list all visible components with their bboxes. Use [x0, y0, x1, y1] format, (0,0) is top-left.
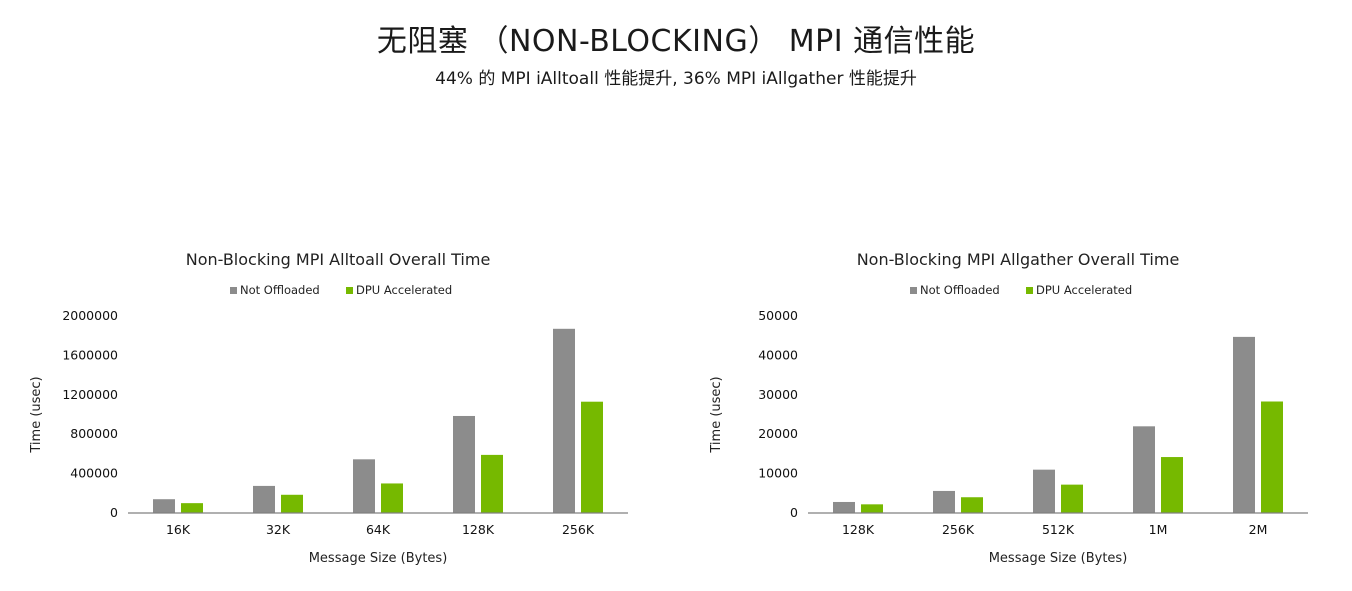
x-tick-label: 256K	[562, 522, 595, 537]
bar-dpu-accelerated	[1161, 457, 1183, 513]
chart-title: Non-Blocking MPI Allgather Overall Time	[857, 250, 1180, 269]
x-tick-label: 16K	[166, 522, 191, 537]
legend-label-0: Not Offloaded	[240, 283, 320, 297]
bar-not-offloaded	[833, 501, 855, 513]
y-tick-label: 30000	[758, 387, 798, 402]
chart-title: Non-Blocking MPI Alltoall Overall Time	[186, 250, 491, 269]
y-tick-label: 50000	[758, 308, 798, 323]
y-tick-label: 0	[110, 505, 118, 520]
slide-subtitle: 44% 的 MPI iAlltoall 性能提升, 36% MPI iAllga…	[435, 69, 917, 89]
x-tick-label: 128K	[462, 522, 495, 537]
legend-label-1: DPU Accelerated	[1036, 283, 1132, 297]
x-tick-label: 512K	[1042, 522, 1075, 537]
legend-label-1: DPU Accelerated	[356, 283, 452, 297]
bar-not-offloaded	[1233, 336, 1255, 513]
y-axis-label: Time (usec)	[29, 376, 44, 453]
y-tick-label: 800000	[70, 426, 118, 441]
x-tick-label: 128K	[842, 522, 875, 537]
x-tick-label: 64K	[366, 522, 391, 537]
y-tick-label: 1200000	[62, 387, 118, 402]
bar-not-offloaded	[1133, 426, 1155, 513]
bar-not-offloaded	[933, 490, 955, 513]
bar-dpu-accelerated	[181, 503, 203, 513]
alltoall-chart: Non-Blocking MPI Alltoall Overall Time No…	[29, 250, 628, 566]
x-tick-label: 2M	[1249, 522, 1268, 537]
y-tick-label: 2000000	[62, 308, 118, 323]
y-tick-label: 1600000	[62, 347, 118, 362]
bar-dpu-accelerated	[281, 494, 303, 513]
bar-dpu-accelerated	[1061, 484, 1083, 513]
y-tick-label: 40000	[758, 347, 798, 362]
slide-title: 无阻塞 （NON-BLOCKING） MPI 通信性能	[376, 24, 976, 59]
y-tick-label: 0	[790, 505, 798, 520]
legend-swatch-1	[1026, 287, 1033, 294]
x-tick-label: 256K	[942, 522, 975, 537]
bar-not-offloaded	[153, 499, 175, 513]
bar-not-offloaded	[1033, 469, 1055, 513]
bar-dpu-accelerated	[861, 504, 883, 513]
bar-not-offloaded	[353, 459, 375, 513]
allgather-chart: Non-Blocking MPI Allgather Overall Time N…	[709, 250, 1308, 566]
bar-dpu-accelerated	[581, 401, 603, 513]
y-tick-label: 400000	[70, 466, 118, 481]
x-axis-label: Message Size (Bytes)	[309, 551, 448, 566]
legend-swatch-0	[910, 287, 917, 294]
bar-dpu-accelerated	[1261, 401, 1283, 513]
x-axis-label: Message Size (Bytes)	[989, 551, 1128, 566]
bar-not-offloaded	[253, 485, 275, 513]
legend-label-0: Not Offloaded	[920, 283, 1000, 297]
bar-dpu-accelerated	[481, 454, 503, 513]
y-tick-label: 10000	[758, 466, 798, 481]
legend-swatch-0	[230, 287, 237, 294]
bar-dpu-accelerated	[381, 483, 403, 513]
bar-not-offloaded	[553, 328, 575, 513]
bar-dpu-accelerated	[961, 497, 983, 513]
y-axis-label: Time (usec)	[709, 376, 724, 453]
slide-header: 无阻塞 （NON-BLOCKING） MPI 通信性能 44% 的 MPI iA…	[0, 22, 1352, 92]
x-tick-label: 1M	[1149, 522, 1168, 537]
legend-swatch-1	[346, 287, 353, 294]
x-tick-label: 32K	[266, 522, 291, 537]
bar-not-offloaded	[453, 415, 475, 513]
y-tick-label: 20000	[758, 426, 798, 441]
